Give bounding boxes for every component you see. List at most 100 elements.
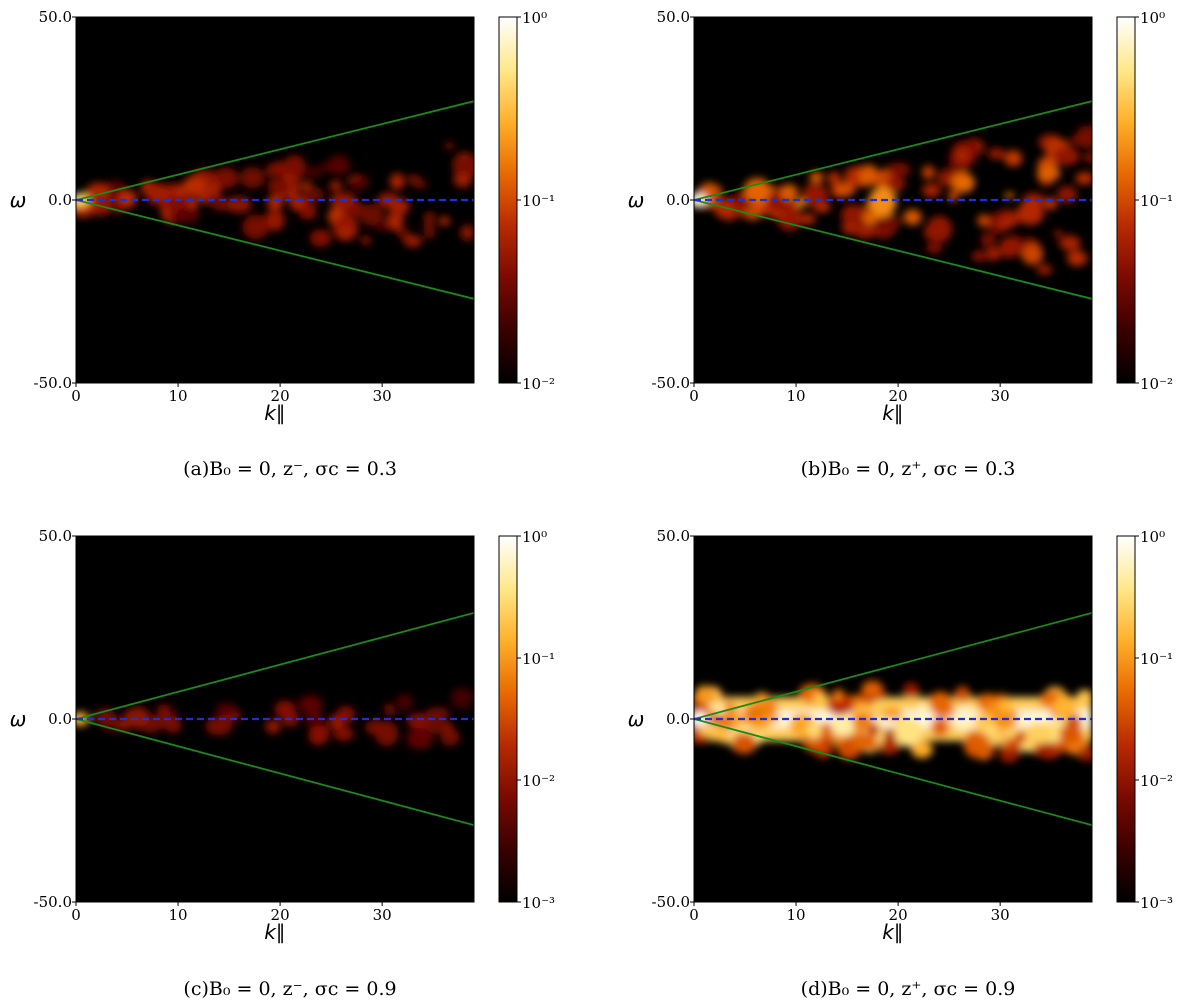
heat-blob — [441, 721, 453, 732]
heat-blob — [266, 163, 280, 178]
heat-blob — [955, 147, 970, 164]
heat-blob — [806, 722, 822, 740]
heat-blob — [1070, 134, 1088, 146]
panel-b: 0 10 20 30 -50.0 0.0 50.0 k∥ ω 10⁻² 10⁻¹ 10⁰ — [628, 8, 1173, 425]
heat-blob — [1053, 146, 1080, 166]
heat-blob — [117, 189, 138, 206]
x-tick-label: 0 — [689, 906, 699, 924]
green-line-1 — [694, 718, 1092, 827]
heat-blob — [952, 706, 978, 723]
heat-blob — [1066, 250, 1088, 267]
x-tick-label: 20 — [271, 387, 290, 405]
heat-blob — [395, 694, 414, 710]
heat-blob — [903, 209, 922, 225]
colorbar-tick-label: 10⁻¹ — [1140, 192, 1173, 210]
heat-blob — [1019, 740, 1035, 753]
heat-blob — [338, 227, 352, 238]
y-axis-label: ω — [628, 188, 645, 212]
heat-blob — [867, 723, 880, 737]
heat-blob — [921, 165, 935, 180]
heat-blob — [773, 209, 785, 219]
colorbar-tick-label: 10⁰ — [1140, 528, 1165, 546]
heat-blob — [359, 204, 384, 226]
heat-blob — [930, 692, 953, 717]
heat-blob — [997, 216, 1015, 230]
x-tick-label: 0 — [689, 387, 699, 405]
x-tick-label: 20 — [271, 906, 290, 924]
heat-blob — [327, 155, 350, 175]
heat-blob — [743, 177, 771, 204]
x-axis-label: k∥ — [264, 920, 286, 944]
heat-blob — [1052, 229, 1064, 239]
heat-blob — [951, 172, 975, 193]
y-tick-label: -50.0 — [652, 374, 690, 392]
y-tick-label: 50.0 — [39, 527, 72, 545]
heat-blob — [123, 707, 151, 728]
colorbar-tick-label: 10⁻³ — [1140, 894, 1173, 912]
heat-blob — [868, 186, 897, 217]
heat-blob — [205, 716, 233, 736]
x-tick-label: 30 — [991, 906, 1010, 924]
heat-blob — [406, 727, 434, 750]
heat-blob — [812, 692, 828, 703]
colorbar — [498, 16, 518, 384]
heat-blob — [440, 728, 460, 746]
x-tick-label: 20 — [889, 387, 908, 405]
heat-blob — [450, 687, 473, 709]
colorbar-tick-label: 10⁻² — [1140, 772, 1173, 790]
heat-blob — [911, 741, 933, 759]
heat-blob — [1075, 172, 1092, 185]
heat-blob — [985, 247, 1001, 261]
heat-blob — [388, 198, 410, 215]
y-tick-label: -50.0 — [652, 893, 690, 911]
heat-blob — [779, 184, 799, 202]
heat-blob — [207, 193, 227, 209]
caption-panel-b: (b)B₀ = 0, z⁺, σc = 0.3 — [800, 458, 1016, 480]
x-tick-label: 10 — [787, 387, 806, 405]
heat-blob — [305, 166, 322, 179]
green-line-1 — [76, 199, 474, 300]
heat-blob — [922, 183, 941, 198]
colorbar — [1116, 16, 1136, 384]
heat-blob — [1083, 152, 1092, 163]
colorbar-tick-label: 10⁻¹ — [522, 650, 555, 668]
heat-blob — [375, 221, 389, 231]
green-line-0 — [76, 611, 474, 720]
heat-blob — [1057, 185, 1078, 204]
y-axis-label: ω — [628, 707, 645, 731]
heat-blob — [454, 157, 474, 175]
heat-blob — [1021, 243, 1044, 265]
panel-a: 0 10 20 30 -50.0 0.0 50.0 k∥ ω 10⁻² 10⁻¹ 10⁰ — [10, 8, 555, 425]
heat-blob — [917, 703, 929, 715]
heat-blob — [1077, 689, 1092, 700]
heat-blob — [333, 726, 354, 742]
heat-blob — [298, 203, 317, 220]
colorbar-tick-label: 10⁰ — [522, 9, 547, 27]
heat-blob — [387, 215, 403, 231]
heat-blob — [266, 194, 284, 211]
x-tick-label: 30 — [991, 387, 1010, 405]
heat-blob — [851, 733, 877, 751]
heat-blob — [841, 204, 865, 226]
x-tick-label: 0 — [71, 906, 81, 924]
green-line-0 — [76, 100, 474, 201]
heat-blob — [423, 225, 436, 239]
caption-panel-d: (d)B₀ = 0, z⁺, σc = 0.9 — [800, 978, 1016, 1000]
x-tick-label: 10 — [787, 906, 806, 924]
y-tick-label: 0.0 — [666, 191, 690, 209]
heat-blob — [242, 214, 270, 240]
heat-blob — [887, 162, 911, 178]
heat-blob — [1036, 166, 1061, 181]
heat-blob — [925, 242, 943, 254]
heat-blob — [999, 237, 1020, 259]
caption-panel-a: (a)B₀ = 0, z⁻, σc = 0.3 — [183, 458, 397, 480]
heat-blob — [403, 235, 423, 247]
heat-blob — [731, 732, 757, 754]
x-axis-label: k∥ — [882, 920, 904, 944]
x-tick-label: 20 — [889, 906, 908, 924]
heat-blob — [274, 700, 296, 718]
y-axis-label: ω — [10, 707, 27, 731]
heat-blob — [849, 712, 872, 732]
y-tick-label: 50.0 — [39, 8, 72, 26]
